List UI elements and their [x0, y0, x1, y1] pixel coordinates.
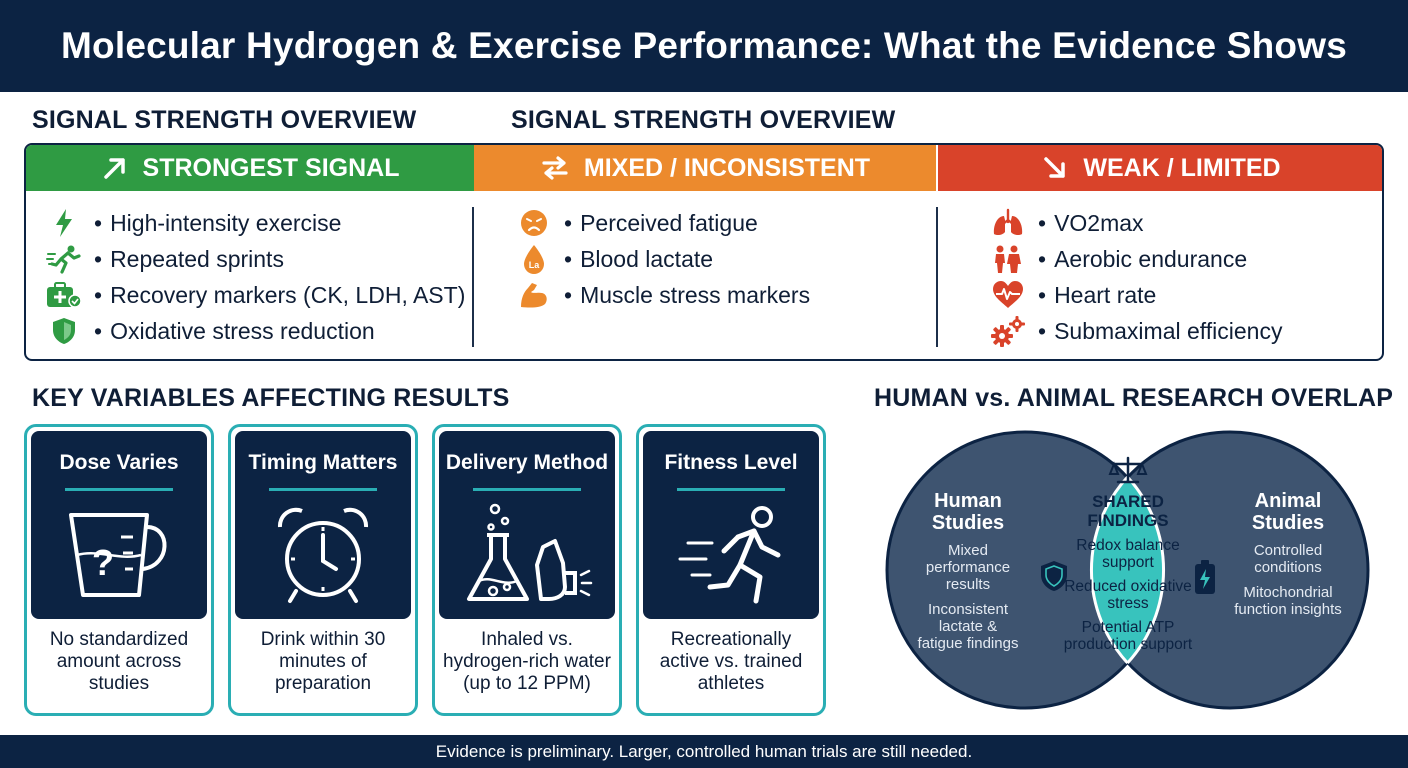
muscle-arm-icon	[514, 279, 554, 311]
list-item: • Submaximal efficiency	[988, 313, 1382, 349]
mixed-signal-heading: MIXED / INCONSISTENT	[583, 153, 871, 182]
signal-item-label: Heart rate	[1054, 281, 1157, 308]
list-item: • Recovery markers (CK, LDH, AST)	[44, 277, 474, 313]
list-item: La • Blood lactate	[514, 241, 936, 277]
title-underline	[473, 488, 581, 491]
human-studies-item: Mixed performance results	[925, 542, 1011, 593]
variable-card-title: Timing Matters	[248, 451, 398, 474]
list-item: • High-intensity exercise	[44, 205, 474, 241]
list-item: • VO2max	[988, 205, 1382, 241]
variable-card-fitness: Fitness Level Recreationally active vs. …	[636, 424, 826, 716]
page-header: Molecular Hydrogen & Exercise Performanc…	[0, 0, 1408, 92]
lactate-drop-icon: La	[514, 243, 554, 275]
balance-scale-icon	[1108, 456, 1148, 484]
signal-item-label: Perceived fatigue	[580, 209, 758, 236]
strongest-signal-heading: STRONGEST SIGNAL	[142, 153, 400, 182]
mixed-signal-header: MIXED / INCONSISTENT	[474, 145, 936, 191]
signal-item-label: Submaximal efficiency	[1054, 317, 1283, 344]
column-divider	[472, 207, 474, 347]
venn-diagram: Human Studies Mixed performance results …	[880, 420, 1380, 720]
variables-section-title: KEY VARIABLES AFFECTING RESULTS	[32, 384, 510, 412]
variable-card-description: Drink within 30 minutes of preparation	[260, 629, 386, 694]
signal-strength-panel: STRONGEST SIGNAL • High-intensity exercis…	[24, 143, 1384, 361]
question-mark-text: ?	[92, 542, 114, 583]
runner-icon	[643, 499, 819, 611]
title-underline	[677, 488, 785, 491]
signal-item-label: Oxidative stress reduction	[110, 317, 375, 344]
variable-card-title: Delivery Method	[445, 451, 609, 474]
signal-item-label: Blood lactate	[580, 245, 714, 272]
variable-card-dose: Dose Varies ? No standardized amount acr…	[24, 424, 214, 716]
variable-card-delivery: Delivery Method Inhaled vs. hydrogen-ric…	[432, 424, 622, 716]
human-studies-item: Inconsistent lactate & fatigue findings	[917, 601, 1019, 652]
title-underline	[269, 488, 377, 491]
shield-icon	[1041, 561, 1067, 591]
signal-section-title-duplicate: SIGNAL STRENGTH OVERVIEW	[511, 106, 896, 134]
mixed-signal-column: MIXED / INCONSISTENT • Perceived fatigue …	[474, 145, 936, 359]
strongest-signal-header: STRONGEST SIGNAL	[26, 145, 474, 191]
measuring-cup-icon: ?	[31, 499, 207, 611]
shared-findings-item: Reduced oxidative stress	[1064, 578, 1192, 612]
list-item: • Repeated sprints	[44, 241, 474, 277]
gears-icon	[988, 315, 1028, 347]
strongest-signal-column: STRONGEST SIGNAL • High-intensity exercis…	[26, 145, 474, 359]
tired-face-icon	[514, 207, 554, 239]
signal-item-label: VO2max	[1054, 209, 1144, 236]
weak-signal-heading: WEAK / LIMITED	[1083, 153, 1281, 182]
signal-section-title: SIGNAL STRENGTH OVERVIEW	[32, 106, 417, 134]
lightning-icon	[44, 207, 84, 239]
footer-note: Evidence is preliminary. Larger, control…	[0, 735, 1408, 768]
battery-icon	[1195, 560, 1215, 594]
list-item: • Muscle stress markers	[514, 277, 936, 313]
animal-studies-title: Animal Studies	[1251, 490, 1325, 534]
variable-card-title: Dose Varies	[59, 451, 179, 474]
list-item: • Oxidative stress reduction	[44, 313, 474, 349]
variable-card-description: Inhaled vs. hydrogen-rich water (up to 1…	[443, 629, 611, 694]
shared-findings-item: Redox balance support	[1076, 537, 1180, 571]
animal-studies-item: Controlled conditions	[1253, 542, 1323, 576]
animal-studies-item: Mitochondrial function insights	[1234, 584, 1342, 618]
page-title: Molecular Hydrogen & Exercise Performanc…	[61, 25, 1347, 66]
shared-findings-item: Potential ATP production support	[1063, 619, 1193, 653]
title-underline	[65, 488, 173, 491]
sprinter-icon	[44, 243, 84, 275]
shared-findings-title: SHARED FINDINGS	[1087, 492, 1169, 530]
animal-studies-group: Animal Studies Controlled conditions Mit…	[1234, 490, 1342, 618]
list-item: • Heart rate	[988, 277, 1382, 313]
signal-item-label: Recovery markers (CK, LDH, AST)	[110, 281, 466, 308]
variable-card-description: No standardized amount across studies	[49, 629, 189, 694]
signal-item-label: High-intensity exercise	[110, 209, 342, 236]
variable-card-title: Fitness Level	[664, 451, 798, 474]
signal-item-label: Repeated sprints	[110, 245, 284, 272]
flask-inhaler-icon	[439, 499, 615, 611]
venn-section-title: HUMAN vs. ANIMAL RESEARCH OVERLAP	[874, 384, 1394, 412]
lactate-icon-text: La	[529, 260, 540, 270]
shared-findings-group: SHARED FINDINGS Redox balance support Re…	[1058, 492, 1198, 653]
variable-card-timing: Timing Matters Drink within 30 minutes o…	[228, 424, 418, 716]
list-item: • Perceived fatigue	[514, 205, 936, 241]
endurance-icon	[988, 243, 1028, 275]
column-divider	[936, 207, 938, 347]
weak-signal-column: WEAK / LIMITED • VO2max • Aerobic enduranc…	[938, 145, 1382, 359]
list-item: • Aerobic endurance	[988, 241, 1382, 277]
arrow-down-right-icon	[1044, 157, 1066, 178]
heart-rate-icon	[988, 279, 1028, 311]
variable-card-description: Recreationally active vs. trained athlet…	[659, 629, 803, 694]
swap-arrows-icon	[542, 156, 568, 180]
human-studies-title: Human Studies	[931, 490, 1005, 534]
lungs-icon	[988, 207, 1028, 239]
human-studies-group: Human Studies Mixed performance results …	[916, 490, 1020, 652]
shield-icon	[44, 315, 84, 347]
arrow-up-right-icon	[103, 158, 125, 179]
weak-signal-header: WEAK / LIMITED	[938, 145, 1382, 191]
signal-item-label: Aerobic endurance	[1054, 245, 1248, 272]
alarm-clock-icon	[235, 499, 411, 611]
signal-item-label: Muscle stress markers	[580, 281, 811, 308]
medical-kit-icon	[44, 279, 84, 311]
